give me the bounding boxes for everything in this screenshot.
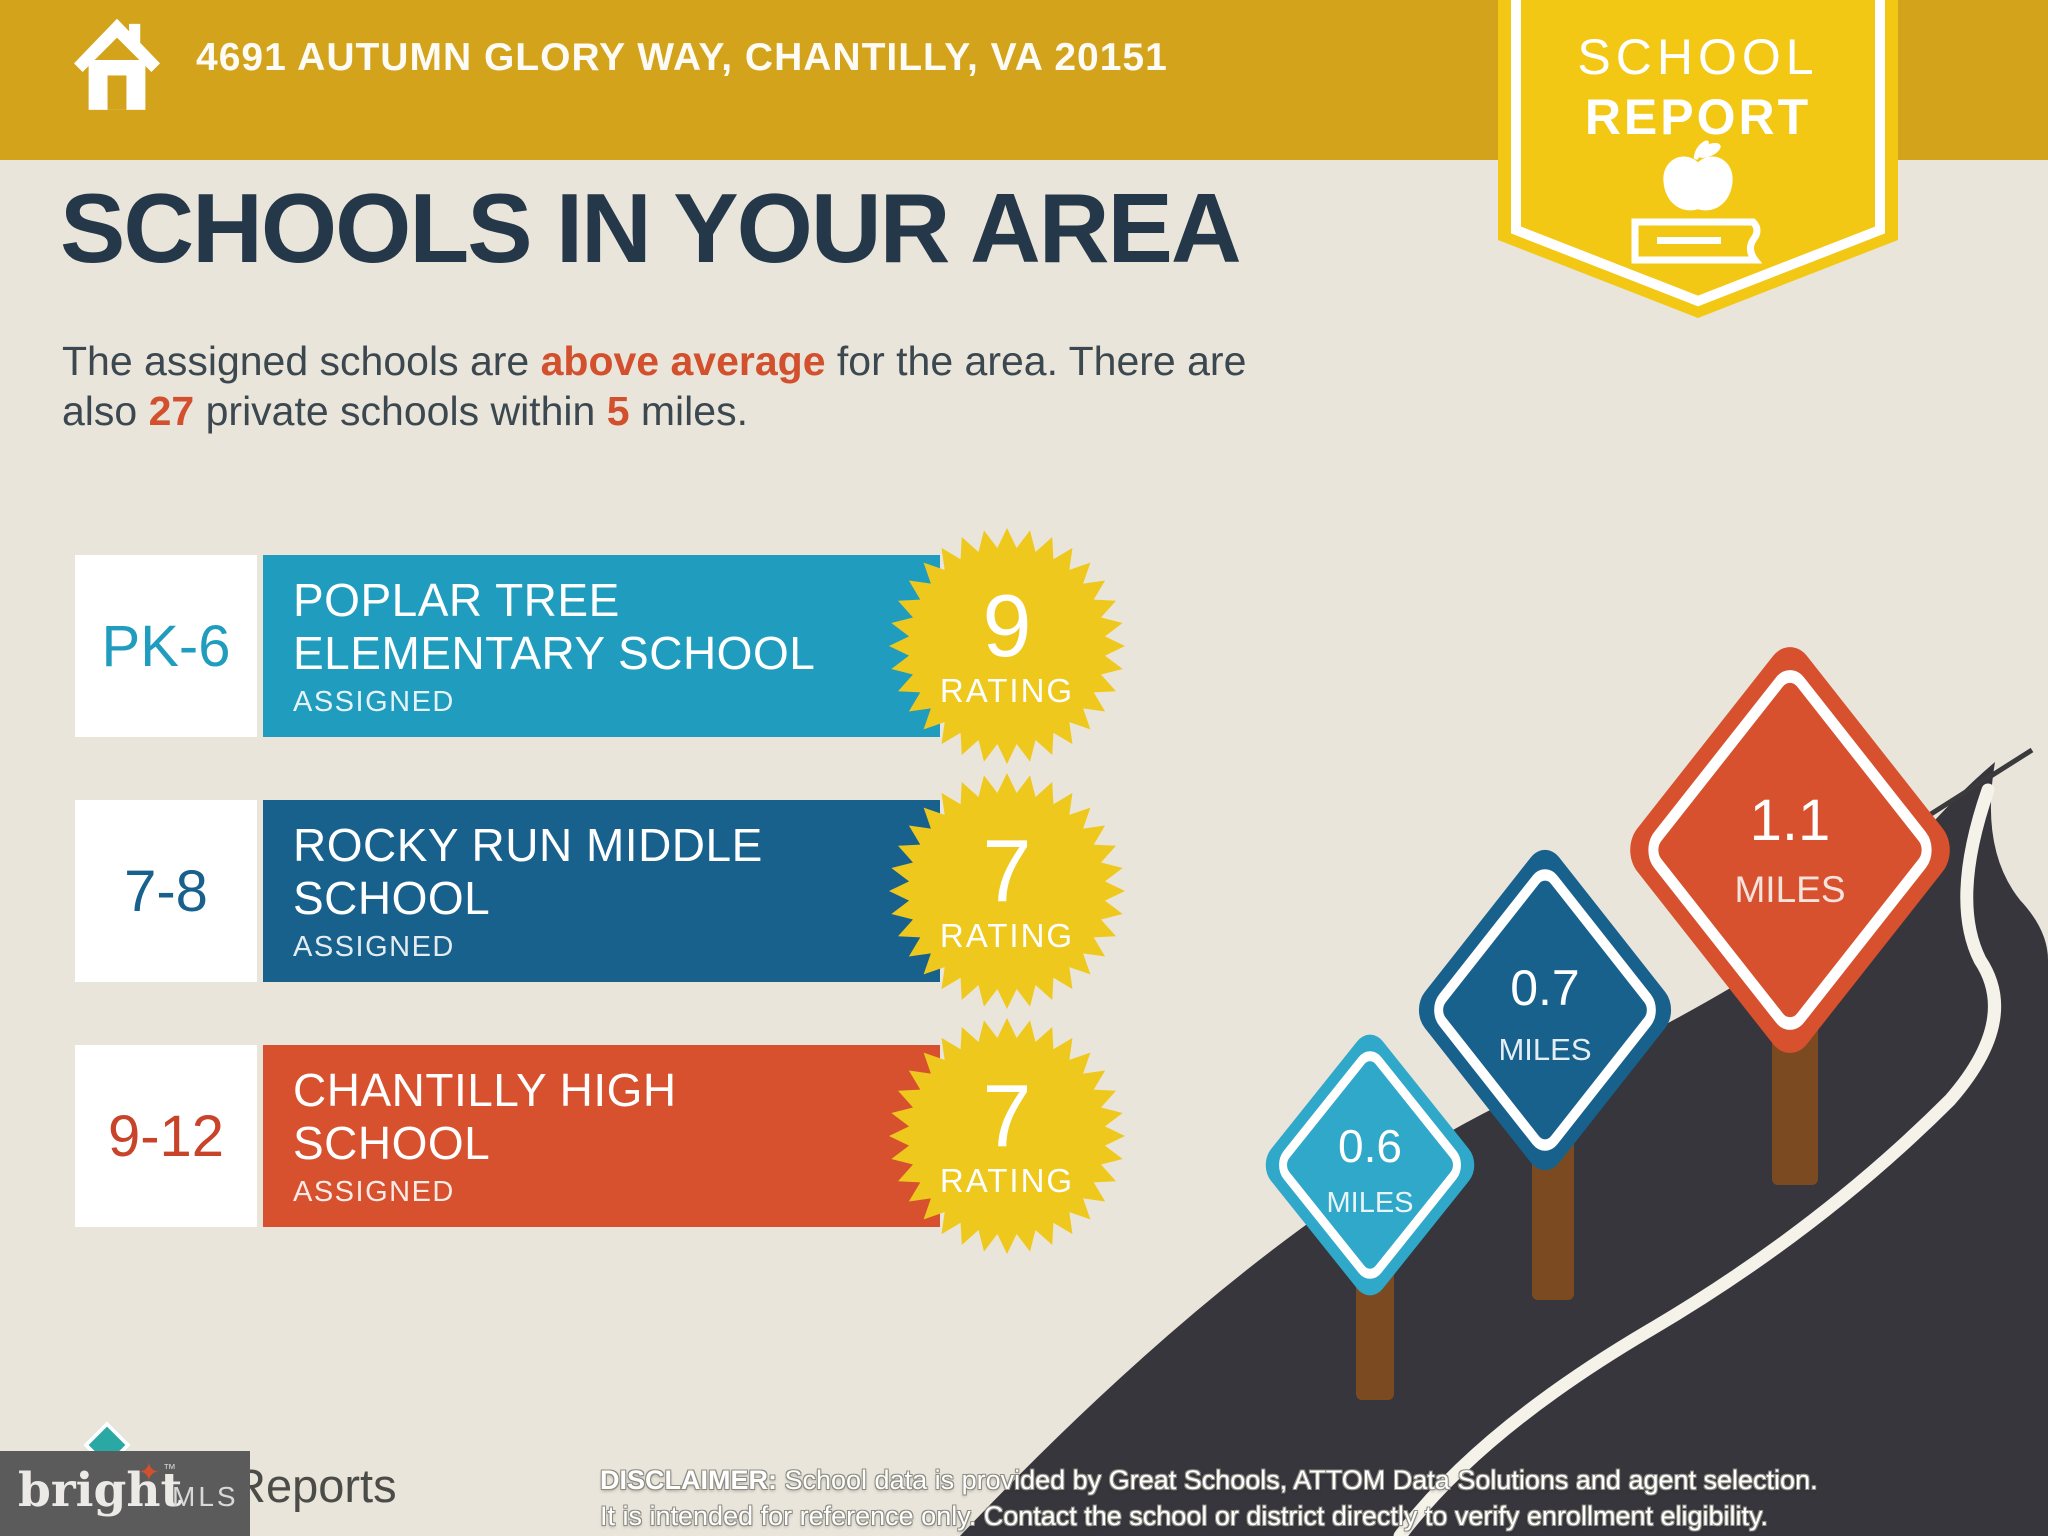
sign-distance: 1.1	[1750, 788, 1831, 853]
rating-starburst: 7 RATING	[889, 773, 1125, 1009]
rating-value: 7	[982, 1066, 1032, 1165]
rating-content: 7 RATING	[889, 773, 1125, 1009]
school-row-elementary: PK-6 POPLAR TREE ELEMENTARY SCHOOL ASSIG…	[75, 528, 1255, 764]
school-name-line2: SCHOOL	[293, 1116, 491, 1169]
school-bar: POPLAR TREE ELEMENTARY SCHOOL ASSIGNED	[263, 555, 940, 737]
school-report-badge: SCHOOL REPORT	[1498, 0, 1898, 320]
page-title: SCHOOLS IN YOUR AREA	[60, 173, 1242, 283]
rating-content: 9 RATING	[889, 528, 1125, 764]
school-name-line2: ELEMENTARY SCHOOL	[293, 626, 816, 679]
rating-starburst: 9 RATING	[889, 528, 1125, 764]
badge-title: SCHOOL REPORT	[1498, 28, 1898, 146]
distance-sign-1.1: 1.1 MILES	[1630, 647, 1950, 1053]
school-bar: ROCKY RUN MIDDLE SCHOOL ASSIGNED	[263, 800, 940, 982]
badge-line2: REPORT	[1584, 89, 1812, 145]
sign-unit: MILES	[1734, 869, 1845, 910]
school-name-line2: SCHOOL	[293, 871, 491, 924]
distance-sign-0.7: 0.7 MILES	[1418, 849, 1672, 1171]
trademark-symbol: ™	[163, 1461, 176, 1476]
school-name-line1: POPLAR TREE	[293, 573, 620, 626]
rating-value: 9	[982, 576, 1032, 675]
assignment-status: ASSIGNED	[293, 1175, 455, 1208]
road-lane-line	[1393, 783, 2001, 1536]
disclaimer-label: DISCLAIMER:	[600, 1465, 777, 1495]
sign-unit: MILES	[1326, 1187, 1413, 1219]
rating-label: RATING	[939, 917, 1075, 954]
bright-wordmark: bright	[18, 1463, 183, 1518]
sign-distance: 0.7	[1510, 960, 1580, 1016]
book-icon	[1631, 218, 1763, 264]
grade-range: 7-8	[75, 800, 257, 982]
home-icon	[74, 18, 160, 110]
reports-logo-text: Reports	[232, 1459, 397, 1512]
badge-line1: SCHOOL	[1577, 29, 1819, 85]
rating-label: RATING	[939, 672, 1075, 709]
school-name-line1: ROCKY RUN MIDDLE	[293, 818, 763, 871]
subtitle-highlight-count: 27	[148, 388, 195, 434]
road-shape	[960, 762, 2048, 1536]
rating-value: 7	[982, 821, 1032, 920]
grade-range: 9-12	[75, 1045, 257, 1227]
grade-range: PK-6	[75, 555, 257, 737]
rating-content: 7 RATING	[889, 1018, 1125, 1254]
school-bar: CHANTILLY HIGH SCHOOL ASSIGNED	[263, 1045, 940, 1227]
page-subtitle: The assigned schools are above average f…	[62, 338, 1247, 434]
subtitle-highlight-above-average: above average	[540, 338, 826, 384]
school-row-middle: 7-8 ROCKY RUN MIDDLE SCHOOL ASSIGNED 7 R…	[75, 773, 1255, 1009]
assignment-status: ASSIGNED	[293, 930, 455, 963]
school-row-high: 9-12 CHANTILLY HIGH SCHOOL ASSIGNED 7 RA…	[75, 1018, 1255, 1254]
bright-mls-logo: bright ✦ ™ MLS	[0, 1451, 250, 1536]
apple-icon	[1663, 140, 1733, 211]
disclaimer-text: DISCLAIMER: School data is provided by G…	[600, 1465, 1818, 1531]
distance-sign-0.6: 0.6 MILES	[1265, 1034, 1475, 1296]
property-address: 4691 AUTUMN GLORY WAY, CHANTILLY, VA 201…	[196, 36, 1168, 79]
mls-wordmark: MLS	[172, 1481, 239, 1512]
school-name-line1: CHANTILLY HIGH	[293, 1063, 677, 1116]
subtitle-highlight-radius: 5	[606, 388, 630, 434]
sign-distance: 0.6	[1338, 1120, 1402, 1172]
subtitle-text: The assigned schools are	[62, 338, 541, 384]
sign-unit: MILES	[1498, 1032, 1591, 1067]
assignment-status: ASSIGNED	[293, 685, 455, 718]
sparkle-icon: ✦	[138, 1457, 160, 1487]
rating-starburst: 7 RATING	[889, 1018, 1125, 1254]
rating-label: RATING	[939, 1162, 1075, 1199]
